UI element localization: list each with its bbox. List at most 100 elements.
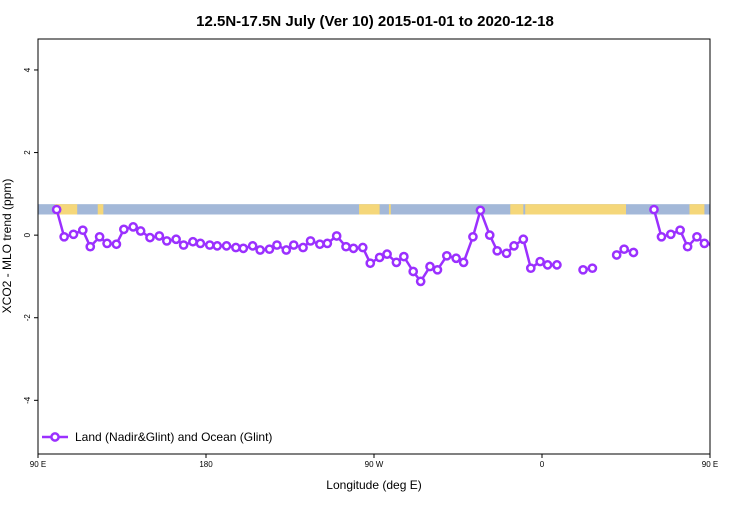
data-point-49 — [468, 231, 478, 242]
data-point-72 — [708, 241, 710, 248]
data-point-55 — [518, 234, 529, 245]
y-axis-label: XCO2 - MLO trend (ppm) — [0, 179, 14, 314]
data-point-17 — [195, 238, 206, 249]
data-point-44 — [425, 261, 435, 272]
data-point-62 — [611, 250, 622, 260]
data-point-28 — [288, 240, 299, 250]
y-tick-label-1: -2 — [23, 314, 32, 322]
axis-ticks: 90 E 180 90 W 0 90 E -4 -2 0 2 4 — [23, 67, 718, 469]
data-point-8 — [119, 224, 129, 235]
chart-title: 12.5N-17.5N July (Ver 10) 2015-01-01 to … — [196, 13, 554, 30]
data-point-63 — [619, 244, 629, 255]
data-point-30 — [305, 236, 316, 246]
data-point-45 — [432, 264, 443, 275]
data-point-26 — [272, 240, 282, 250]
data-point-65 — [649, 204, 659, 215]
data-point-42 — [408, 266, 419, 277]
data-point-66 — [656, 231, 667, 242]
data-point-4 — [85, 241, 96, 252]
data-point-58 — [542, 260, 553, 270]
land-segment-6 — [689, 204, 705, 215]
y-tick-label-4: 4 — [23, 67, 32, 72]
y-tick-label-0: -4 — [23, 396, 32, 404]
data-point-61 — [587, 263, 598, 274]
series-layer — [51, 204, 750, 287]
plot-frame — [37, 38, 711, 455]
data-point-71 — [699, 238, 710, 249]
data-point-11 — [145, 232, 155, 243]
data-point-2 — [68, 229, 79, 240]
data-point-13 — [161, 236, 172, 246]
data-point-69 — [682, 241, 693, 252]
data-point-1 — [59, 231, 69, 242]
data-point-6 — [102, 238, 112, 249]
data-point-16 — [188, 236, 198, 247]
data-point-31 — [315, 239, 325, 250]
data-point-25 — [264, 244, 275, 255]
data-point-59 — [552, 260, 562, 270]
land-segment-2 — [359, 204, 380, 215]
data-point-7 — [111, 239, 122, 250]
data-point-70 — [692, 231, 702, 242]
x-tick-label-2: 90 W — [365, 460, 384, 469]
data-point-14 — [171, 234, 181, 245]
legend: Land (Nadir&Glint) and Ocean (Glint) — [42, 430, 272, 444]
data-point-41 — [399, 251, 409, 262]
data-point-0 — [51, 204, 62, 215]
land-segment-0 — [54, 204, 78, 215]
data-point-52 — [492, 245, 503, 256]
data-point-67 — [665, 229, 676, 240]
land-segment-7 — [727, 204, 740, 214]
data-point-75 — [734, 227, 741, 234]
data-point-22 — [238, 243, 249, 254]
data-point-51 — [484, 230, 495, 240]
land-ocean-strip — [38, 204, 740, 215]
data-point-43 — [415, 276, 426, 287]
data-point-60 — [578, 264, 588, 275]
data-point-24 — [255, 245, 265, 255]
data-point-35 — [348, 243, 359, 254]
data-point-56 — [525, 263, 536, 274]
data-point-53 — [501, 248, 512, 259]
data-point-5 — [94, 231, 105, 242]
data-point-15 — [178, 240, 189, 250]
data-point-40 — [391, 257, 402, 268]
data-point-36 — [357, 242, 368, 253]
data-point-21 — [231, 242, 241, 253]
data-point-73 — [718, 226, 725, 233]
data-point-57 — [535, 256, 545, 267]
data-point-48 — [458, 257, 469, 268]
data-point-38 — [374, 252, 385, 263]
data-point-32 — [322, 238, 333, 249]
x-tick-label-4: 90 E — [702, 460, 718, 469]
data-point-37 — [365, 258, 376, 269]
data-point-76 — [744, 234, 750, 241]
data-point-46 — [441, 250, 452, 261]
data-point-39 — [382, 249, 392, 259]
y-tick-label-2: 0 — [23, 232, 32, 237]
y-tick-label-3: 2 — [23, 150, 32, 155]
data-point-9 — [128, 222, 139, 232]
data-point-18 — [204, 240, 215, 250]
data-point-34 — [341, 241, 351, 252]
land-segment-1 — [97, 204, 104, 215]
data-point-74 — [727, 223, 734, 230]
data-point-10 — [135, 226, 146, 236]
data-point-27 — [281, 245, 292, 255]
data-point-3 — [77, 225, 88, 236]
data-point-33 — [331, 231, 342, 241]
legend-label: Land (Nadir&Glint) and Ocean (Glint) — [75, 430, 272, 444]
data-point-23 — [247, 241, 258, 251]
x-tick-label-0: 90 E — [30, 460, 46, 469]
data-point-19 — [212, 241, 223, 251]
data-point-68 — [675, 225, 685, 236]
x-tick-label-1: 180 — [199, 460, 213, 469]
x-tick-label-3: 0 — [540, 460, 545, 469]
data-point-54 — [509, 241, 519, 251]
land-segment-3 — [388, 204, 391, 215]
land-segment-5 — [525, 204, 626, 215]
data-point-29 — [298, 242, 308, 253]
data-point-12 — [154, 231, 165, 241]
